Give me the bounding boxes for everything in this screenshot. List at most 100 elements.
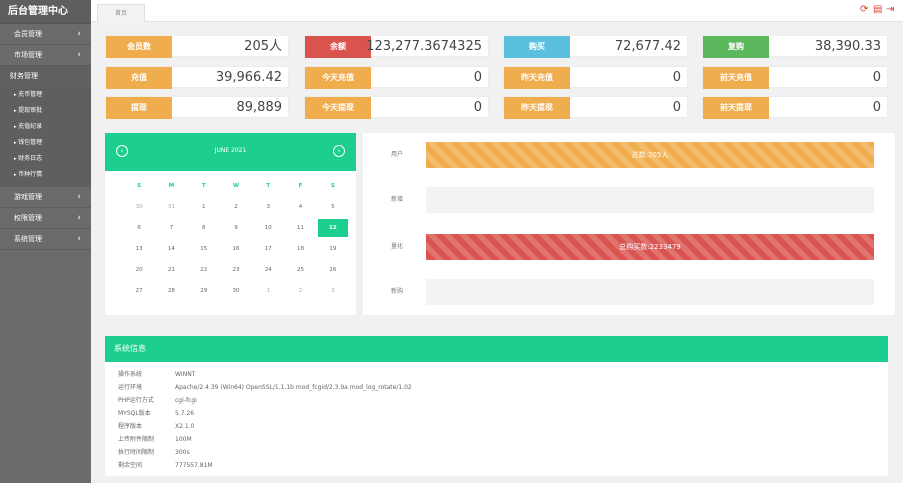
calendar-day[interactable]: 12 xyxy=(317,218,349,237)
refresh-icon[interactable]: ⟳ xyxy=(860,4,869,15)
calendar-day[interactable]: 4 xyxy=(284,204,316,210)
stat-value: 205人 xyxy=(244,39,282,54)
logout-icon[interactable]: ⇥ xyxy=(886,4,895,15)
sidebar-item-members[interactable]: 会员管理 › xyxy=(0,24,91,45)
calendar-day[interactable]: 29 xyxy=(188,288,220,294)
stat-label: 前天提现 xyxy=(703,97,769,119)
sysinfo-key: PHP运行方式 xyxy=(118,397,154,404)
calendar-day[interactable]: 14 xyxy=(155,246,187,252)
submenu-item-wallet[interactable]: 钱包管理 xyxy=(0,135,91,151)
stat-value: 0 xyxy=(473,100,482,115)
calendar-day[interactable]: 1 xyxy=(188,204,220,210)
calendar-day-number: 21 xyxy=(167,266,175,273)
stat-label: 购买 xyxy=(504,36,570,58)
calendar-day[interactable]: 10 xyxy=(252,225,284,231)
calendar-day-number: 30 xyxy=(135,203,143,210)
tab-home[interactable]: 首页 xyxy=(97,4,145,22)
calendar-day[interactable]: 22 xyxy=(188,267,220,273)
calendar-day[interactable]: 20 xyxy=(123,267,155,273)
calendar-day[interactable]: 6 xyxy=(123,225,155,231)
sysinfo-key: 执行时间限制 xyxy=(118,449,155,456)
stat-label: 提现 xyxy=(106,97,172,119)
sysinfo-key: 剩余空间 xyxy=(118,462,143,469)
stat-label: 今天提现 xyxy=(305,97,371,119)
calendar-day-number: 8 xyxy=(201,224,206,231)
calendar-day[interactable]: 5 xyxy=(317,204,349,210)
calendar-day[interactable]: 2 xyxy=(284,288,316,294)
calendar-day[interactable]: 30 xyxy=(220,288,252,294)
stat-value: 0 xyxy=(672,100,681,115)
calendar-day[interactable]: 3 xyxy=(252,204,284,210)
calendar-day-number: 2 xyxy=(234,203,238,210)
calendar-day[interactable]: 11 xyxy=(284,225,316,231)
progress-panel: 用户 总数:205人 新增 量化 总购买数:2233479 新购 xyxy=(363,133,895,315)
trash-icon[interactable]: ▤ xyxy=(873,4,883,15)
stat-recharge-today: 今天充值 0 xyxy=(304,66,489,89)
calendar-day-number: 22 xyxy=(200,266,208,273)
calendar-header: ‹ JUNE 2021 › xyxy=(105,133,356,171)
sidebar-item-games[interactable]: 游戏管理 › xyxy=(0,187,91,208)
calendar-day-number: 24 xyxy=(264,266,272,273)
calendar-day[interactable]: 25 xyxy=(284,267,316,273)
calendar-day-number: 5 xyxy=(331,203,335,210)
calendar-day[interactable]: 9 xyxy=(220,225,252,231)
calendar-day[interactable]: 2 xyxy=(220,204,252,210)
stat-withdraw-today: 今天提现 0 xyxy=(304,96,489,119)
calendar-day[interactable]: 19 xyxy=(317,246,349,252)
calendar-day[interactable]: 30 xyxy=(123,204,155,210)
sysinfo-value: 5.7.26 xyxy=(175,410,195,417)
calendar-day-number: 16 xyxy=(232,245,240,252)
calendar-day[interactable]: 7 xyxy=(155,225,187,231)
sysinfo-value: X2.1.0 xyxy=(175,423,195,430)
calendar-day-number: 12 xyxy=(317,218,348,237)
sidebar-item-market[interactable]: 市场管理 › xyxy=(0,45,91,66)
calendar-day[interactable]: 8 xyxy=(188,225,220,231)
stat-recharge-yesterday: 昨天充值 0 xyxy=(503,66,688,89)
sidebar-item-system[interactable]: 系统管理 › xyxy=(0,229,91,250)
next-month-icon[interactable]: › xyxy=(333,145,345,157)
calendar-weekday: S xyxy=(137,182,142,189)
chevron-right-icon: › xyxy=(77,213,81,223)
sidebar-item-label: 财务管理 xyxy=(10,72,38,80)
sidebar-item-finance[interactable]: 财务管理 xyxy=(0,66,91,87)
calendar-day[interactable]: 27 xyxy=(123,288,155,294)
submenu-item-recharge-records[interactable]: 充值纪录 xyxy=(0,119,91,135)
submenu-item-finance-log[interactable]: 财务日志 xyxy=(0,151,91,167)
calendar-day[interactable]: 31 xyxy=(155,204,187,210)
sidebar-item-permissions[interactable]: 权限管理 › xyxy=(0,208,91,229)
stat-recharge-day-before: 前天充值 0 xyxy=(702,66,888,89)
stat-withdraw: 提现 89,889 xyxy=(105,96,289,119)
system-info-panel: 系统信息 操作系统 WINNT 运行环境 Apache/2.4.39 (Win6… xyxy=(105,336,888,476)
progress-fill: 总数:205人 xyxy=(426,142,874,168)
submenu-item-recharge[interactable]: 充币管理 xyxy=(0,87,91,103)
stat-value: 39,966.42 xyxy=(215,70,282,85)
calendar-day[interactable]: 18 xyxy=(284,246,316,252)
sysinfo-value: 777557.81M xyxy=(175,462,213,469)
calendar-day[interactable]: 24 xyxy=(252,267,284,273)
calendar-day[interactable]: 28 xyxy=(155,288,187,294)
stat-value: 38,390.33 xyxy=(814,39,881,54)
calendar-day[interactable]: 26 xyxy=(317,267,349,273)
calendar-day[interactable]: 21 xyxy=(155,267,187,273)
stat-label: 前天充值 xyxy=(703,67,769,89)
calendar-day[interactable]: 17 xyxy=(252,246,284,252)
calendar-day-number: 3 xyxy=(331,287,335,294)
sidebar-item-label: 系统管理 xyxy=(14,235,42,243)
stat-value: 0 xyxy=(872,70,881,85)
calendar-day[interactable]: 13 xyxy=(123,246,155,252)
progress-row-users: 用户 总数:205人 xyxy=(363,142,895,168)
prev-month-icon[interactable]: ‹ xyxy=(116,145,128,157)
calendar-day-number: 25 xyxy=(297,266,305,273)
calendar-day[interactable]: 1 xyxy=(252,288,284,294)
submenu-item-withdraw-approval[interactable]: 提现审批 xyxy=(0,103,91,119)
stat-label: 昨天充值 xyxy=(504,67,570,89)
stat-label: 昨天提现 xyxy=(504,97,570,119)
calendar-day[interactable]: 15 xyxy=(188,246,220,252)
calendar-day-number: 10 xyxy=(264,224,272,231)
calendar-day[interactable]: 16 xyxy=(220,246,252,252)
calendar-day[interactable]: 23 xyxy=(220,267,252,273)
submenu-item-coin-market[interactable]: 币种行情 xyxy=(0,167,91,183)
calendar-day[interactable]: 3 xyxy=(317,288,349,294)
calendar-grid: S M T W T F S 30 31 1 2 3 4 5 6 7 8 9 10 11 12 13 14 15 16 17 18 19… xyxy=(123,175,349,301)
calendar-weekday: T xyxy=(201,182,206,189)
